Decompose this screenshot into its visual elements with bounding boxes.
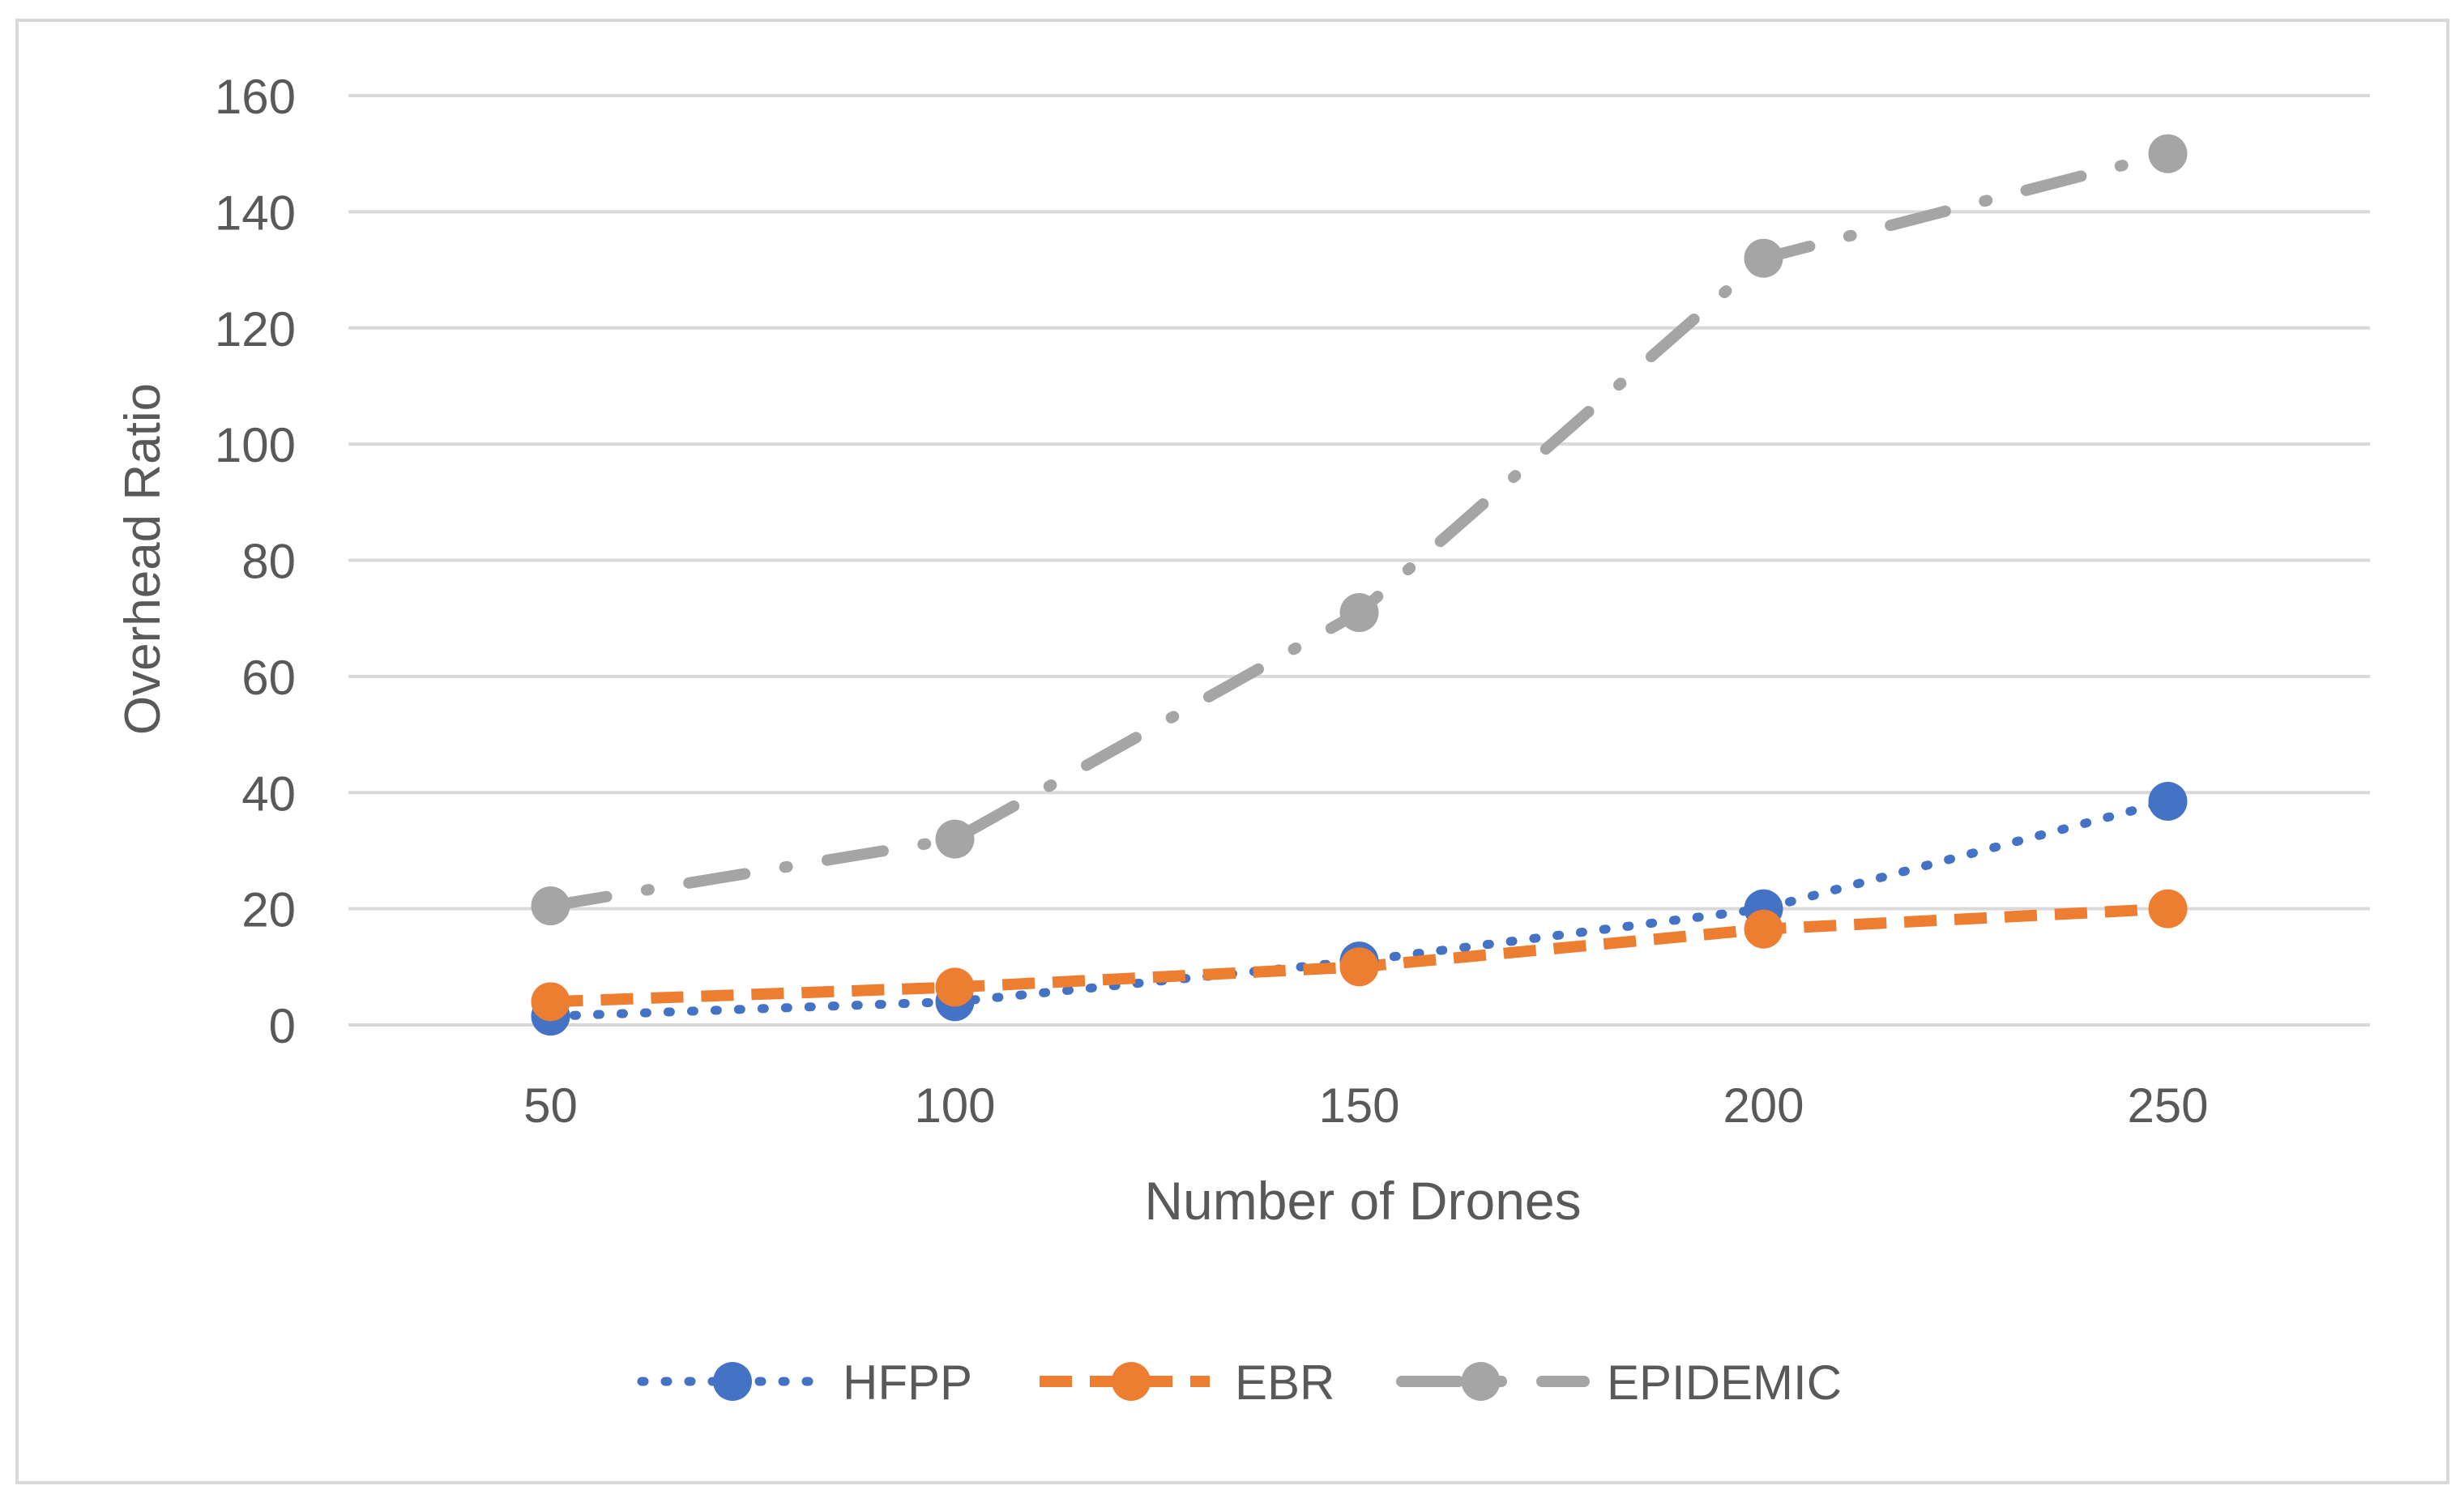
y-tick-label: 20: [241, 883, 296, 937]
legend-label: EBR: [1235, 1355, 1334, 1410]
data-point: [531, 982, 570, 1022]
data-point: [2148, 889, 2188, 929]
markers-ebr: [531, 889, 2188, 1022]
x-tick-label: 200: [1723, 1078, 1804, 1133]
x-axis-ticks: 50 100 150 200 250: [523, 1078, 2208, 1133]
data-point: [935, 967, 975, 1007]
x-tick-label: 250: [2127, 1078, 2208, 1133]
y-tick-label: 40: [241, 766, 296, 821]
x-tick-label: 100: [914, 1078, 995, 1133]
legend-marker: [1112, 1362, 1151, 1401]
y-tick-label: 140: [215, 186, 296, 240]
x-tick-label: 50: [523, 1078, 578, 1133]
data-point: [2148, 782, 2188, 822]
y-tick-label: 100: [215, 418, 296, 472]
data-point: [1339, 593, 1379, 633]
data-point: [1744, 909, 1783, 949]
y-axis-label: Overhead Ratio: [115, 383, 171, 735]
legend: HFPP EBR EPIDEMIC: [637, 1355, 1842, 1410]
legend-label: EPIDEMIC: [1607, 1355, 1842, 1410]
data-point: [1744, 238, 1783, 278]
series-layer: [531, 134, 2188, 1036]
y-tick-label: 0: [269, 999, 296, 1053]
y-axis-ticks: 0 20 40 60 80 100 120 140 160: [215, 70, 296, 1053]
gridlines: [348, 94, 2370, 1027]
x-axis-label: Number of Drones: [1144, 1171, 1581, 1231]
markers-epidemic: [531, 134, 2188, 926]
data-point: [2148, 134, 2188, 173]
legend-marker: [1461, 1362, 1501, 1401]
legend-label: HFPP: [843, 1355, 972, 1410]
legend-item-ebr: EBR: [1040, 1355, 1334, 1410]
legend-item-hfpp: HFPP: [637, 1355, 972, 1410]
chart-border: [15, 19, 2449, 1484]
y-tick-label: 160: [215, 70, 296, 124]
y-tick-label: 60: [241, 651, 296, 705]
x-tick-label: 150: [1318, 1078, 1399, 1133]
y-tick-label: 120: [215, 302, 296, 356]
data-point: [531, 886, 570, 926]
y-tick-label: 80: [241, 535, 296, 589]
legend-item-epidemic: EPIDEMIC: [1396, 1355, 1842, 1410]
data-point: [935, 819, 975, 859]
legend-marker: [713, 1362, 752, 1401]
data-point: [1339, 947, 1379, 987]
